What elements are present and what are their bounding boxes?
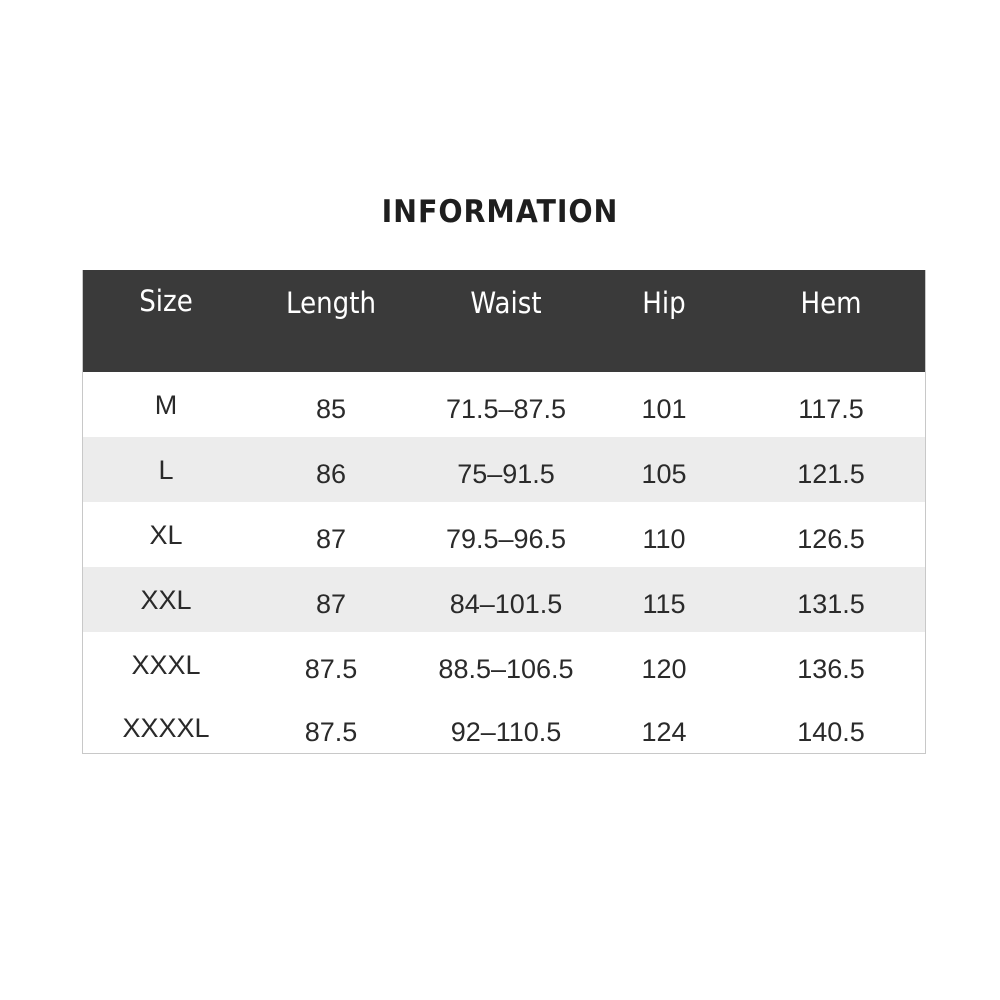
table-cell: 140.5 xyxy=(797,717,865,747)
table-cell: 84–101.5 xyxy=(449,589,563,619)
table-header: Size Length Waist Hip Hem xyxy=(83,270,925,372)
header-hip: Hip xyxy=(642,286,686,320)
table-cell: 87 xyxy=(315,589,347,619)
table-cell: L xyxy=(158,455,174,485)
header-hem: Hem xyxy=(800,286,862,320)
table-cell: 121.5 xyxy=(797,459,865,489)
table-cell: M xyxy=(154,390,178,420)
page-title: INFORMATION xyxy=(381,194,619,230)
table-row: L 86 75–91.5 105 121.5 xyxy=(83,437,925,502)
table-cell: 124 xyxy=(641,717,687,747)
table-cell: 110 xyxy=(642,524,686,554)
table-cell: XXL xyxy=(140,585,192,615)
table-cell: 87.5 xyxy=(304,717,358,747)
size-table: Size Length Waist Hip Hem M 85 71.5–87.5 10… xyxy=(82,270,926,754)
header-waist: Waist xyxy=(470,286,542,320)
table-row: XXXXL 87.5 92–110.5 124 140.5 xyxy=(83,695,925,753)
table-cell: 92–110.5 xyxy=(450,717,562,747)
table-cell: 131.5 xyxy=(797,589,865,619)
table-row: XXL 87 84–101.5 115 131.5 xyxy=(83,567,925,632)
table-cell: 87.5 xyxy=(304,654,358,684)
table-cell: XL xyxy=(149,520,183,550)
table-row: M 85 71.5–87.5 101 117.5 xyxy=(83,372,925,437)
table-cell: 120 xyxy=(641,654,687,684)
table-cell: 136.5 xyxy=(797,654,865,684)
table-cell: 115 xyxy=(642,589,686,619)
table-cell: 101 xyxy=(641,394,687,424)
header-length: Length xyxy=(285,286,377,320)
table-cell: XXXXL xyxy=(122,713,210,743)
table-cell: 117.5 xyxy=(798,394,864,424)
table-cell: 71.5–87.5 xyxy=(445,394,567,424)
table-cell: 126.5 xyxy=(797,524,865,554)
table-cell: XXXL xyxy=(131,650,201,680)
table-row: XXXL 87.5 88.5–106.5 120 136.5 xyxy=(83,632,925,695)
table-cell: 75–91.5 xyxy=(457,459,555,489)
table-cell: 88.5–106.5 xyxy=(438,654,574,684)
table-cell: 85 xyxy=(315,394,347,424)
table-cell: 87 xyxy=(315,524,347,554)
table-cell: 105 xyxy=(641,459,687,489)
header-size: Size xyxy=(139,284,193,318)
table-row: XL 87 79.5–96.5 110 126.5 xyxy=(83,502,925,567)
table-cell: 86 xyxy=(315,459,347,489)
table-cell: 79.5–96.5 xyxy=(445,524,567,554)
